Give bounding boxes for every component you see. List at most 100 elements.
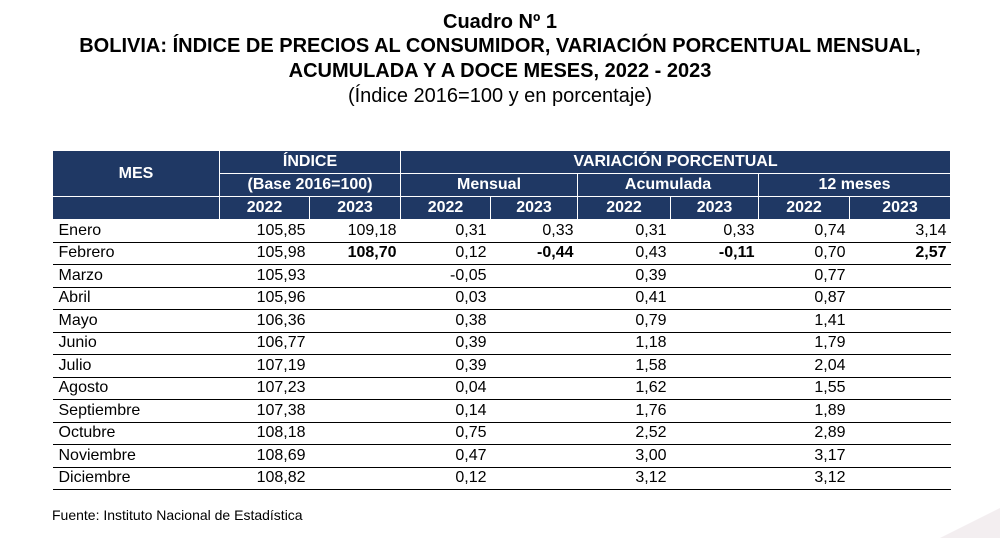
month-cell: Mayo — [52, 309, 220, 333]
value-cell: 1,58 — [577, 354, 671, 378]
source-note: Fuente: Instituto Nacional de Estadístic… — [52, 507, 303, 523]
value-cell: 0,33 — [490, 219, 578, 243]
value-cell: 105,96 — [219, 287, 310, 310]
value-cell: 1,55 — [758, 377, 850, 400]
value-cell — [849, 264, 951, 288]
value-cell — [670, 422, 759, 445]
value-cell — [670, 399, 759, 423]
subtitle: (Índice 2016=100 y en porcentaje) — [347, 85, 653, 107]
header-indice: ÍNDICE — [218, 150, 402, 174]
value-cell: 2,89 — [758, 422, 850, 445]
month-cell: Abril — [52, 287, 220, 310]
table-number: Cuadro Nº 1 — [443, 11, 557, 33]
value-cell: -0,05 — [400, 264, 491, 288]
value-cell — [309, 422, 401, 445]
value-cell: 108,69 — [219, 444, 310, 468]
month-cell: Febrero — [52, 242, 220, 265]
value-cell: -0,44 — [490, 242, 578, 265]
value-cell: 0,75 — [400, 422, 491, 445]
value-cell — [849, 467, 951, 490]
value-cell — [849, 399, 951, 423]
value-cell: 108,82 — [219, 467, 310, 490]
value-cell: 3,14 — [849, 219, 951, 243]
table-row: Marzo 105,93 -0,05 0,39 0,77 — [52, 264, 951, 288]
value-cell: 107,23 — [219, 377, 310, 400]
value-cell: 0,41 — [577, 287, 671, 310]
table-row: Mayo 106,36 0,38 0,79 1,41 — [52, 309, 951, 333]
value-cell: 1,79 — [758, 332, 850, 355]
value-cell: 0,12 — [400, 467, 491, 490]
header-year: 2022 — [400, 196, 492, 220]
value-cell — [670, 264, 759, 288]
month-cell: Marzo — [52, 264, 220, 288]
title-block: Cuadro Nº 1 BOLIVIA: ÍNDICE DE PRECIOS A… — [0, 10, 1000, 108]
value-cell — [670, 377, 759, 400]
table-row: Abril 105,96 0,03 0,41 0,87 — [52, 287, 951, 310]
value-cell — [849, 332, 951, 355]
value-cell: 0,31 — [400, 219, 491, 243]
header-mensual: Mensual — [400, 173, 579, 197]
value-cell: 1,62 — [577, 377, 671, 400]
value-cell — [490, 422, 578, 445]
value-cell: 1,18 — [577, 332, 671, 355]
value-cell: 0,03 — [400, 287, 491, 310]
header-mes: MES — [52, 150, 220, 197]
value-cell: 0,12 — [400, 242, 491, 265]
month-cell: Julio — [52, 354, 220, 378]
header-base: (Base 2016=100) — [218, 173, 402, 197]
header-year: 2023 — [849, 196, 952, 220]
value-cell: 0,47 — [400, 444, 491, 468]
header-mes-blank — [52, 196, 220, 220]
month-cell: Noviembre — [52, 444, 220, 468]
value-cell — [309, 332, 401, 355]
value-cell — [309, 377, 401, 400]
value-cell: 107,19 — [219, 354, 310, 378]
value-cell — [490, 287, 578, 310]
value-cell: 0,87 — [758, 287, 850, 310]
value-cell — [670, 309, 759, 333]
value-cell: 0,39 — [577, 264, 671, 288]
value-cell: 0,43 — [577, 242, 671, 265]
value-cell — [309, 309, 401, 333]
month-cell: Enero — [52, 219, 220, 243]
table-row: Diciembre 108,82 0,12 3,12 3,12 — [52, 467, 951, 490]
value-cell: 105,85 — [219, 219, 310, 243]
value-cell — [670, 467, 759, 490]
ipc-table: MES ÍNDICE VARIACIÓN PORCENTUAL (Base 20… — [52, 150, 952, 490]
value-cell: 0,77 — [758, 264, 850, 288]
value-cell — [490, 264, 578, 288]
value-cell — [309, 467, 401, 490]
month-cell: Octubre — [52, 422, 220, 445]
value-cell: 0,39 — [400, 332, 491, 355]
value-cell — [490, 399, 578, 423]
value-cell — [849, 287, 951, 310]
value-cell: 2,52 — [577, 422, 671, 445]
header-year: 2023 — [308, 196, 402, 220]
month-cell: Junio — [52, 332, 220, 355]
corner-decoration — [940, 508, 1000, 538]
value-cell: 0,74 — [758, 219, 850, 243]
value-cell: 3,12 — [577, 467, 671, 490]
value-cell — [309, 444, 401, 468]
value-cell: 2,57 — [849, 242, 951, 265]
value-cell: 105,93 — [219, 264, 310, 288]
value-cell — [849, 377, 951, 400]
header-acumulada: Acumulada — [577, 173, 760, 197]
value-cell: 108,18 — [219, 422, 310, 445]
title-line-2: ACUMULADA Y A DOCE MESES, 2022 - 2023 — [288, 60, 712, 82]
value-cell — [490, 444, 578, 468]
header-year: 2022 — [758, 196, 851, 220]
value-cell: 0,38 — [400, 309, 491, 333]
value-cell: 0,31 — [577, 219, 671, 243]
value-cell — [490, 309, 578, 333]
value-cell — [309, 264, 401, 288]
value-cell — [309, 399, 401, 423]
header-doce-meses: 12 meses — [758, 173, 952, 197]
value-cell — [309, 287, 401, 310]
table-row: Octubre 108,18 0,75 2,52 2,89 — [52, 422, 951, 445]
value-cell: 0,04 — [400, 377, 491, 400]
value-cell: -0,11 — [670, 242, 759, 265]
value-cell — [849, 354, 951, 378]
value-cell: 106,77 — [219, 332, 310, 355]
value-cell: 3,00 — [577, 444, 671, 468]
